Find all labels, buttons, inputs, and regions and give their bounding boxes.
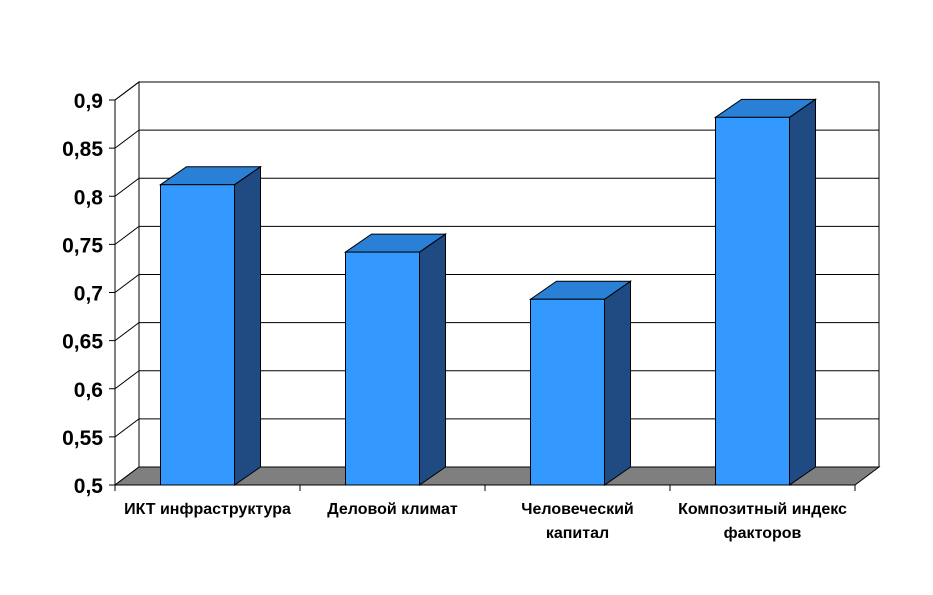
y-tick-label: 0,9: [74, 90, 103, 113]
y-axis-ticks: 0,5 0,55 0,6 0,65 0,7 0,75 0,8 0,85 0,9: [62, 90, 103, 498]
x-axis-ticks: ИКТ инфраструктура Деловой климат Человече…: [124, 501, 847, 542]
bar: [528, 280, 633, 486]
gridline: [114, 129, 879, 149]
gridline: [114, 225, 879, 245]
gridline: [114, 370, 879, 390]
gridline: [114, 177, 879, 197]
bar-front: [530, 298, 605, 486]
bar: [343, 233, 448, 486]
bar: [158, 165, 263, 486]
x-tick-label: ИКТ инфраструктура: [124, 501, 291, 518]
y-tick-label: 0,8: [74, 186, 104, 209]
bar-side: [789, 98, 816, 486]
y-tick-label: 0,55: [62, 427, 103, 450]
bar-side: [419, 233, 446, 486]
bar-front: [715, 116, 790, 486]
gridlines: [114, 81, 879, 438]
bar-side: [604, 280, 631, 486]
bars: [158, 98, 818, 486]
x-tick-label: Человеческий капитал: [521, 501, 634, 542]
gridline: [114, 418, 879, 438]
gridline: [114, 81, 879, 101]
bar-side: [234, 165, 261, 486]
bar-front: [345, 251, 420, 486]
gridline: [114, 322, 879, 342]
bar-front: [160, 184, 235, 486]
gridline: [114, 274, 879, 293]
y-tick-label: 0,5: [74, 475, 104, 498]
x-tick-label: Деловой климат: [327, 501, 458, 518]
y-tick-label: 0,75: [62, 234, 103, 257]
x-tick-label: Композитный индекс факторов: [678, 501, 847, 542]
y-tick-label: 0,6: [74, 379, 103, 402]
y-tick-label: 0,7: [74, 283, 103, 306]
y-tick-label: 0,65: [62, 331, 103, 354]
y-tick-label: 0,85: [62, 138, 103, 161]
bar: [713, 98, 818, 486]
